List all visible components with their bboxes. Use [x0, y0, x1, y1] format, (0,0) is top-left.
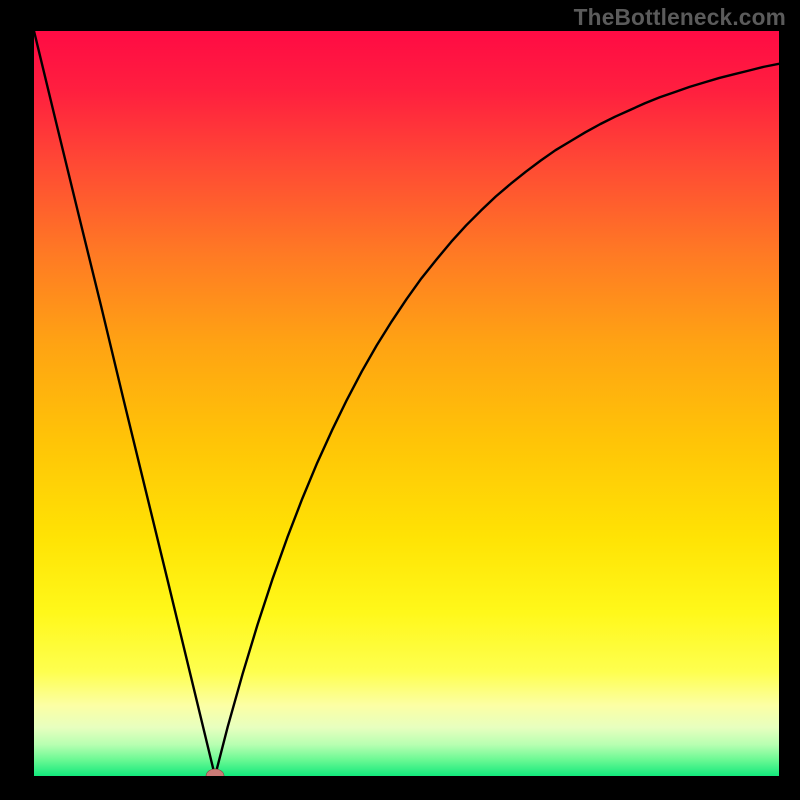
plot-svg: [34, 31, 779, 776]
watermark-text: TheBottleneck.com: [574, 4, 786, 31]
plot-area: [34, 31, 779, 776]
chart-container: TheBottleneck.com: [0, 0, 800, 800]
gradient-background: [34, 31, 779, 776]
